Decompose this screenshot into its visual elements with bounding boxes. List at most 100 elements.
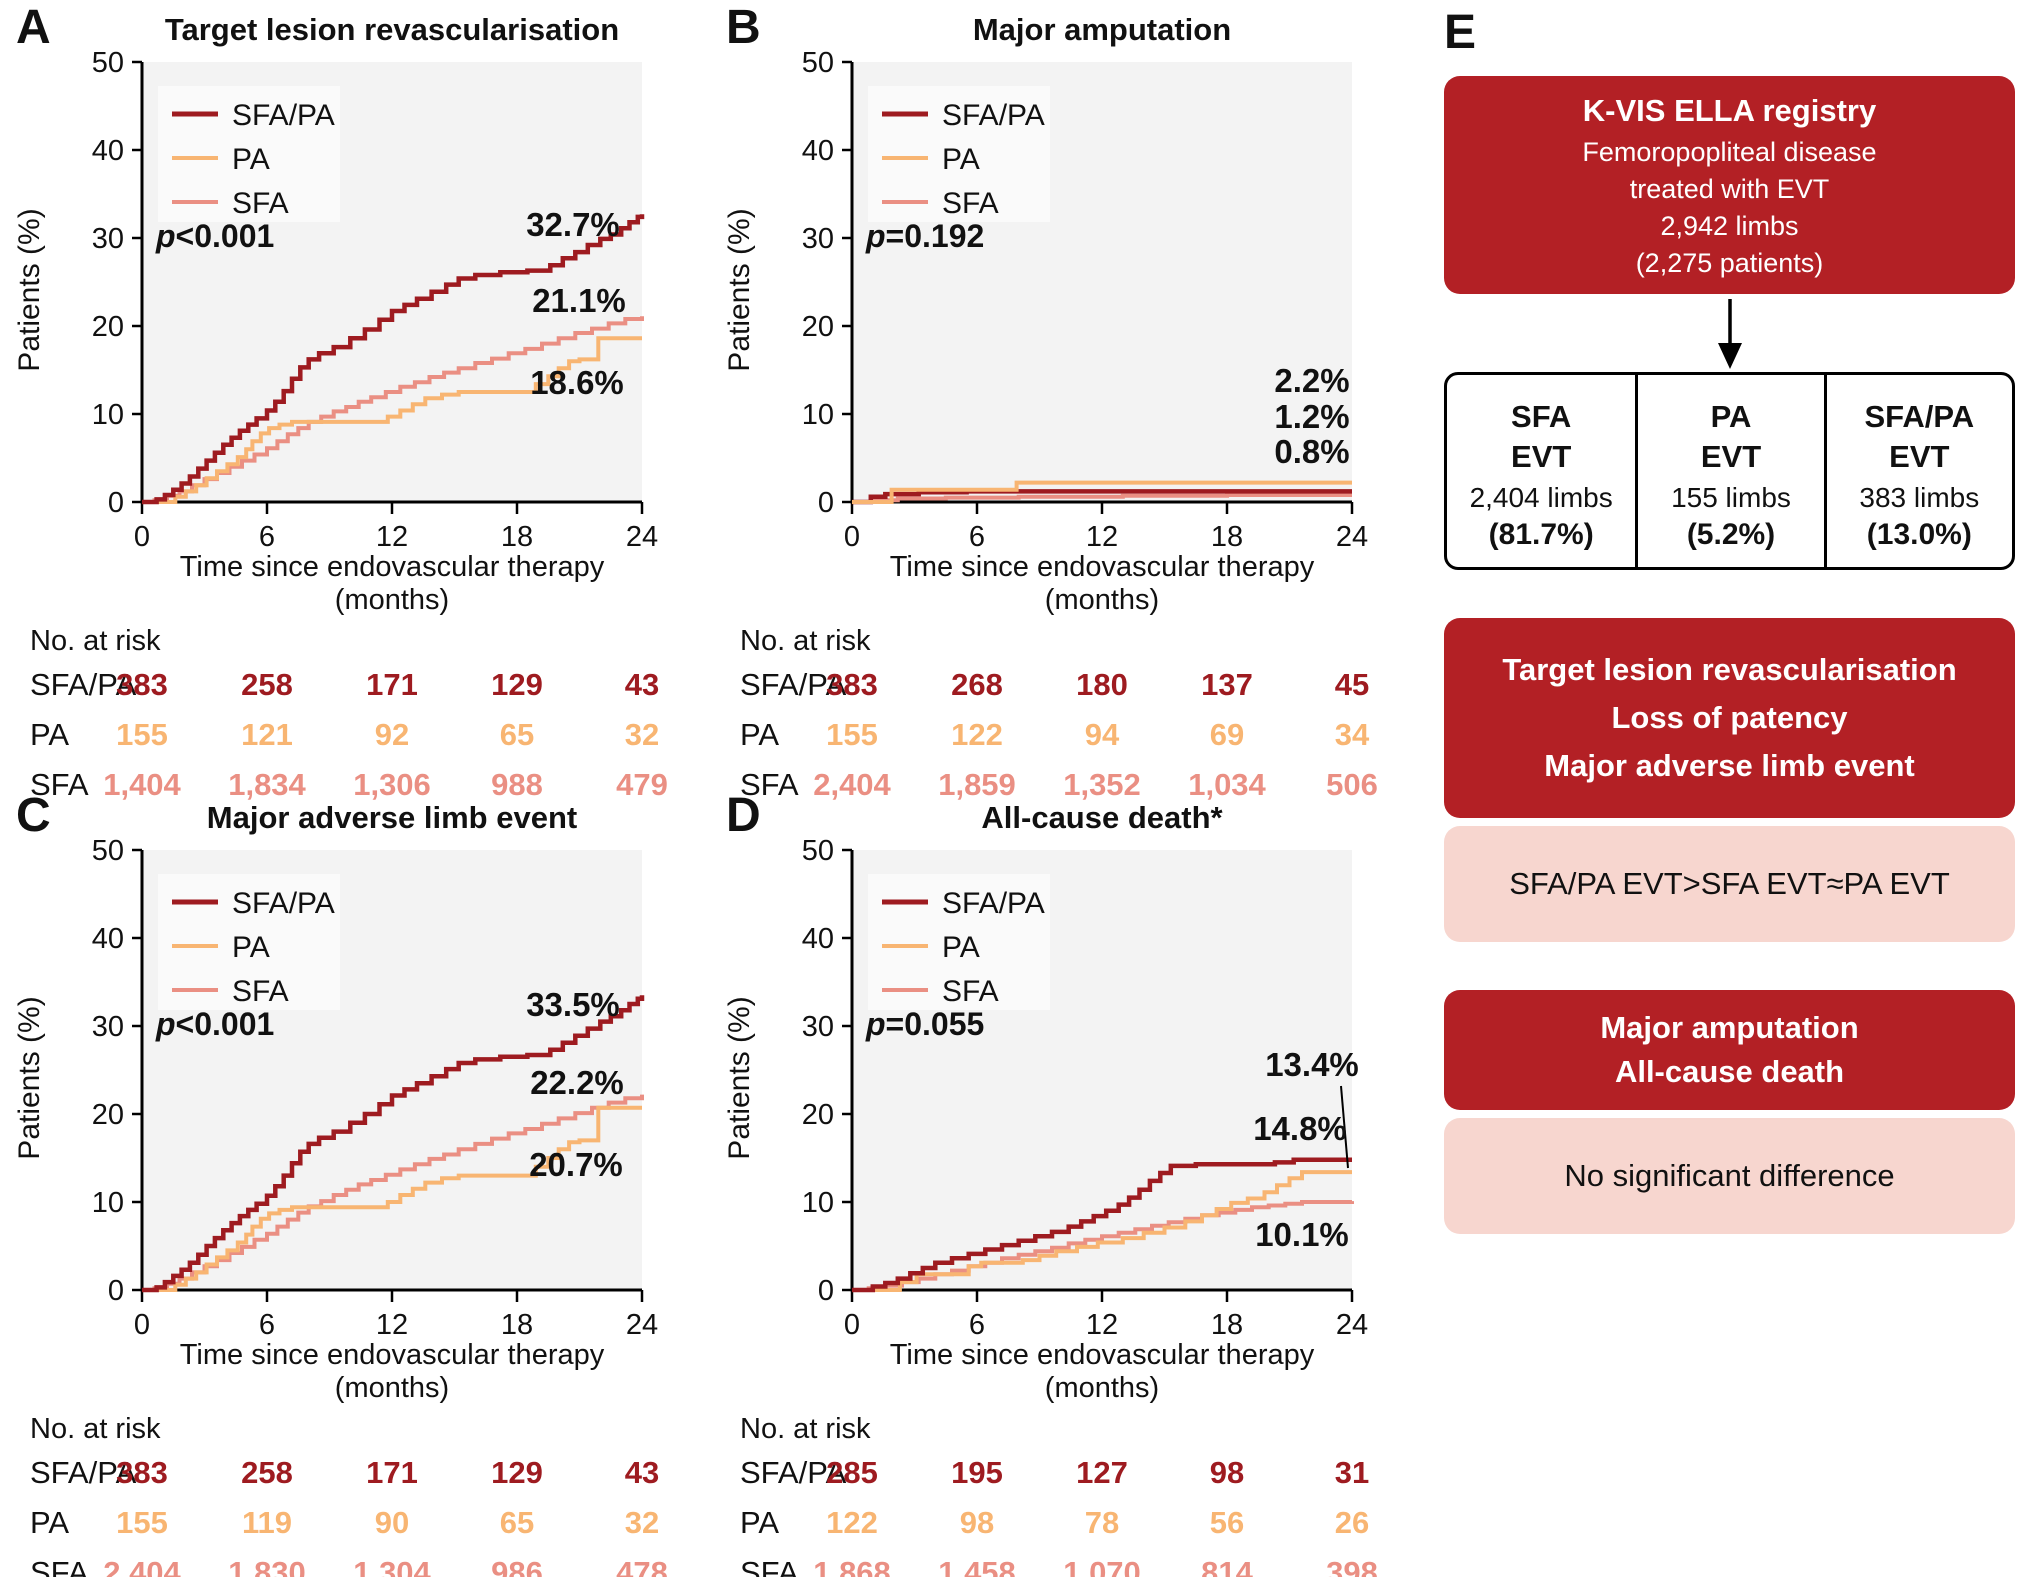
risk-row-pa: PA 122 98 78 56 26: [740, 1498, 1400, 1548]
risk-row-name: SFA/PA: [30, 1454, 137, 1490]
risk-value: 32: [624, 1504, 660, 1540]
risk-value: 1,859: [938, 766, 1016, 802]
risk-value: 43: [624, 666, 660, 702]
x-tick-label: 0: [134, 1309, 150, 1341]
risk-row-name: SFA: [30, 766, 89, 802]
legend-label-sfa: SFA: [232, 975, 289, 1008]
risk-value: 32: [624, 716, 660, 752]
flow-arrow: [1444, 294, 2015, 372]
risk-row-name: PA: [740, 716, 780, 752]
x-tick-label: 6: [259, 1309, 275, 1341]
panel-letter-E: E: [1444, 6, 1477, 59]
panel-letter-D: D: [726, 789, 761, 842]
y-tick-label: 30: [92, 1011, 124, 1043]
legend-background: [868, 873, 1050, 1010]
y-axis-label: Patients (%): [723, 996, 756, 1160]
legend-label-pa: PA: [232, 143, 270, 176]
risk-value: 195: [951, 1454, 1003, 1490]
leader-line: [1340, 1085, 1349, 1168]
y-tick-label: 10: [92, 399, 124, 431]
split-name: SFA: [1511, 398, 1572, 434]
end-label-sfa: 22.2%: [530, 1064, 624, 1101]
risk-value: 122: [826, 1504, 878, 1540]
risk-row-name: SFA/PA: [740, 666, 847, 702]
risk-row-name: SFA/PA: [740, 1454, 847, 1490]
x-tick-label: 18: [501, 521, 533, 553]
outcome-line: Major adverse limb event: [1544, 747, 1915, 783]
y-tick-label: 0: [108, 1275, 124, 1307]
y-tick-label: 50: [92, 50, 124, 79]
risk-value: 137: [1201, 666, 1253, 702]
risk-value: 986: [491, 1554, 543, 1577]
series-sfa_pa: [852, 1157, 1352, 1292]
risk-row-sfa_pa: SFA/PA 285 195 127 98 31: [740, 1448, 1400, 1498]
panel-letter-C: C: [16, 789, 51, 842]
legend-label-pa: PA: [942, 143, 980, 176]
risk-table-A: No. at risk SFA/PA 383 258 171 129 43 PA 155 121 9…: [30, 625, 690, 810]
risk-row-sfa_pa: SFA/PA 383 268 180 137 45: [740, 660, 1400, 710]
risk-row-sfa_pa: SFA/PA 383 258 171 129 43: [30, 660, 690, 710]
risk-table-D: No. at risk SFA/PA 285 195 127 98 31 PA 122 98 78 5…: [740, 1413, 1400, 1577]
outcome-line: Loss of patency: [1611, 699, 1848, 735]
y-tick-label: 20: [802, 1099, 834, 1131]
y-tick-label: 50: [802, 50, 834, 79]
evt-split-box: SFA EVT 2,404 limbs (81.7%) PA EVT 155 l…: [1444, 371, 2015, 570]
risk-value: 43: [624, 1454, 660, 1490]
risk-value: 1,834: [228, 766, 306, 802]
risk-table-title: No. at risk: [30, 1412, 161, 1445]
risk-value: 258: [241, 1454, 293, 1490]
end-label-pa: 20.7%: [529, 1146, 623, 1183]
y-tick-label: 30: [802, 1011, 834, 1043]
x-tick-label: 12: [1086, 1309, 1118, 1341]
risk-value: 127: [1076, 1454, 1128, 1490]
legend-label-sfa: SFA: [942, 187, 999, 220]
x-tick-label: 6: [259, 521, 275, 553]
x-axis-label: Time since endovascular therapy (months): [889, 550, 1315, 616]
risk-value: 1,458: [938, 1554, 1016, 1577]
outcome-line: Major amputation: [1600, 1009, 1859, 1045]
series-sfa_pa: [852, 488, 1352, 504]
risk-value: 1,830: [228, 1554, 306, 1577]
risk-value: 1,306: [353, 766, 431, 802]
y-tick-label: 0: [818, 487, 834, 519]
registry-line: (2,275 patients): [1635, 247, 1824, 278]
x-tick-label: 18: [501, 1309, 533, 1341]
risk-table-C: No. at risk SFA/PA 383 258 171 129 43 PA 155 119 9…: [30, 1413, 690, 1577]
risk-row-name: SFA: [740, 766, 799, 802]
split-cell-sfa-pa: SFA/PA EVT 383 limbs (13.0%): [1823, 374, 2012, 567]
end-label-sfa: 10.1%: [1255, 1216, 1349, 1253]
x-tick-label: 24: [1336, 521, 1368, 553]
x-tick-label: 0: [844, 521, 860, 553]
series-sfa_pa: [142, 213, 645, 504]
risk-value: 478: [616, 1554, 668, 1577]
risk-row-sfa: SFA 1,868 1,458 1,070 814 398: [740, 1548, 1400, 1577]
legend-label-sfa_pa: SFA/PA: [232, 99, 335, 132]
risk-value: 69: [1209, 716, 1245, 752]
risk-table-B: No. at risk SFA/PA 383 268 180 137 45 PA 155 122 9…: [740, 625, 1400, 810]
x-tick-label: 24: [626, 1309, 658, 1341]
split-pct: (81.7%): [1488, 517, 1594, 551]
p-value: p=0.055: [865, 1006, 984, 1042]
risk-value: 1,070: [1063, 1554, 1141, 1577]
risk-table-title: No. at risk: [740, 1412, 871, 1445]
arrow-down-icon: [1717, 298, 1742, 369]
end-label-sfa: 21.1%: [532, 282, 626, 319]
risk-row-sfa: SFA 1,404 1,834 1,306 988 479: [30, 760, 690, 810]
risk-value: 31: [1334, 1454, 1370, 1490]
end-label-sfa_pa: 1.2%: [1274, 398, 1349, 435]
risk-value: 155: [826, 716, 878, 752]
y-tick-label: 10: [802, 399, 834, 431]
y-tick-label: 0: [108, 487, 124, 519]
risk-table-title: No. at risk: [30, 624, 161, 657]
y-tick-label: 30: [92, 223, 124, 255]
risk-value: 129: [491, 1454, 543, 1490]
registry-line: Femoropopliteal disease: [1582, 136, 1877, 167]
panel-D: D All-cause death* 0 10 20 30 40 50 0 6 12 18 24 SFA/…: [710, 788, 1420, 1577]
end-label-sfa_pa: 14.8%: [1253, 1110, 1347, 1147]
series-sfa_pa: [142, 994, 645, 1292]
risk-row-sfa: SFA 2,404 1,830 1,304 986 478: [30, 1548, 690, 1577]
x-axis-label: Time since endovascular therapy (months): [179, 1338, 605, 1404]
risk-row-name: SFA: [740, 1554, 799, 1577]
